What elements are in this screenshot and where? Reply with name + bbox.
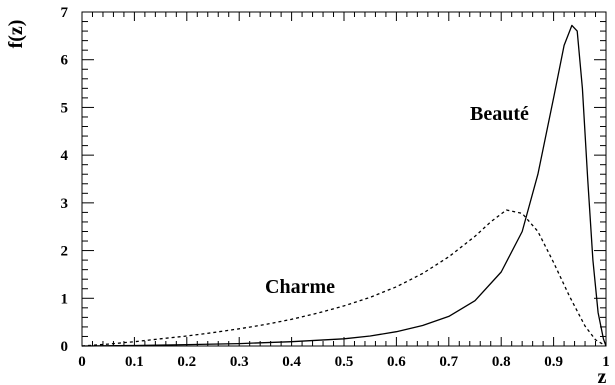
plot-frame (81, 11, 607, 347)
y-tick-label: 1 (61, 291, 69, 307)
x-tick-label: 0.2 (177, 354, 196, 370)
x-axis-title: z (598, 366, 607, 385)
x-tick-label: 0.9 (544, 354, 563, 370)
series-label-charme: Charme (265, 276, 335, 298)
x-tick-label: 0.5 (335, 354, 354, 370)
y-tick-label: 2 (61, 244, 69, 260)
series-line-beaute (81, 24, 607, 347)
axis-ticks (81, 11, 607, 347)
series-label-beaute: Beauté (470, 103, 529, 125)
x-tick-label: 0.4 (282, 354, 301, 370)
y-axis-title: f(z) (5, 20, 27, 49)
x-tick-label: 0.7 (439, 354, 458, 370)
y-tick-label: 4 (61, 148, 69, 164)
x-tick-label: 0.3 (230, 354, 249, 370)
x-tick-label: 0.8 (492, 354, 511, 370)
series-line-charme (81, 209, 607, 347)
y-tick-label: 0 (61, 339, 69, 355)
y-tick-label: 5 (61, 100, 69, 116)
x-tick-label: 0 (78, 354, 86, 370)
x-tick-label: 0.1 (125, 354, 144, 370)
tick-labels: 0 0.1 0.2 0.3 0.4 0.5 0.6 0.7 0.8 0.9 1 0 1 2 3 4 5 6 7 (61, 5, 610, 370)
y-tick-label: 6 (61, 53, 69, 69)
y-tick-label: 3 (61, 196, 69, 212)
x-tick-label: 1 (602, 354, 610, 370)
y-tick-label: 7 (61, 5, 69, 21)
x-tick-label: 0.6 (387, 354, 406, 370)
series-lines (81, 24, 607, 347)
plot-area-frame (81, 11, 607, 347)
